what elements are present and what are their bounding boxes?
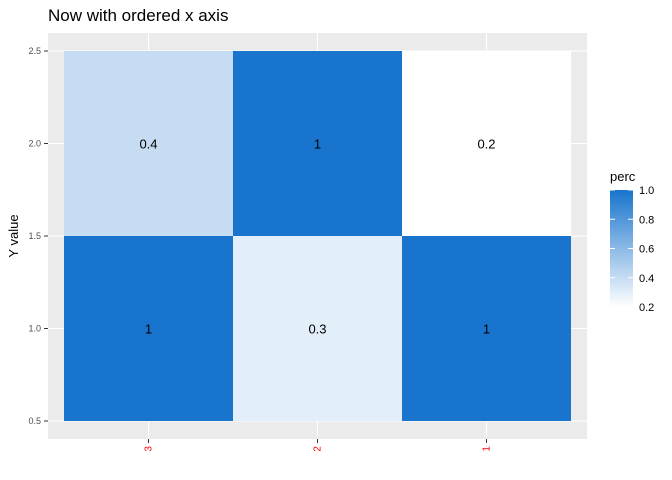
legend-tick-label: 0.6 <box>639 244 654 256</box>
x-axis-ticks: 3 2 1 <box>144 439 493 452</box>
cell-value-label: 0.3 <box>308 322 326 337</box>
heatmap-cell <box>64 51 233 236</box>
heatmap-cells <box>64 51 571 421</box>
legend-title: perc <box>610 169 636 184</box>
chart-title: Now with ordered x axis <box>48 6 228 25</box>
y-tick-label: 2.5 <box>28 46 41 56</box>
y-tick-label: 1.0 <box>28 324 41 334</box>
cell-labels: 1 0.3 1 0.4 1 0.2 <box>139 137 495 337</box>
cell-value-label: 0.4 <box>139 137 157 152</box>
legend-ticks: 0.2 0.4 0.6 0.8 1.0 <box>610 185 654 314</box>
cell-value-label: 1 <box>483 322 490 337</box>
cell-value-label: 1 <box>314 137 321 152</box>
x-tick-label: 2 <box>313 446 324 452</box>
cell-value-label: 1 <box>145 322 152 337</box>
heatmap-cell <box>402 51 571 236</box>
legend-tick-label: 1.0 <box>639 185 654 197</box>
heatmap-cell <box>402 236 571 421</box>
heatmap-cell <box>233 51 402 236</box>
y-tick-label: 1.5 <box>28 231 41 241</box>
y-axis-ticks: 0.5 1.0 1.5 2.0 2.5 <box>28 46 48 426</box>
legend-colorbar <box>610 190 633 307</box>
cell-value-label: 0.2 <box>477 137 495 152</box>
heatmap-cell <box>64 236 233 421</box>
legend-tick-label: 0.4 <box>639 273 654 285</box>
legend-tick-label: 0.8 <box>639 214 654 226</box>
x-tick-label: 1 <box>482 446 493 452</box>
legend-tick-label: 0.2 <box>639 302 654 314</box>
y-tick-label: 2.0 <box>28 139 41 149</box>
y-axis-title: Y value <box>6 214 21 257</box>
y-tick-label: 0.5 <box>28 416 41 426</box>
x-tick-label: 3 <box>144 446 155 452</box>
legend: perc 0.2 0.4 0.6 0.8 1.0 <box>610 169 654 314</box>
heatmap-cell <box>233 236 402 421</box>
